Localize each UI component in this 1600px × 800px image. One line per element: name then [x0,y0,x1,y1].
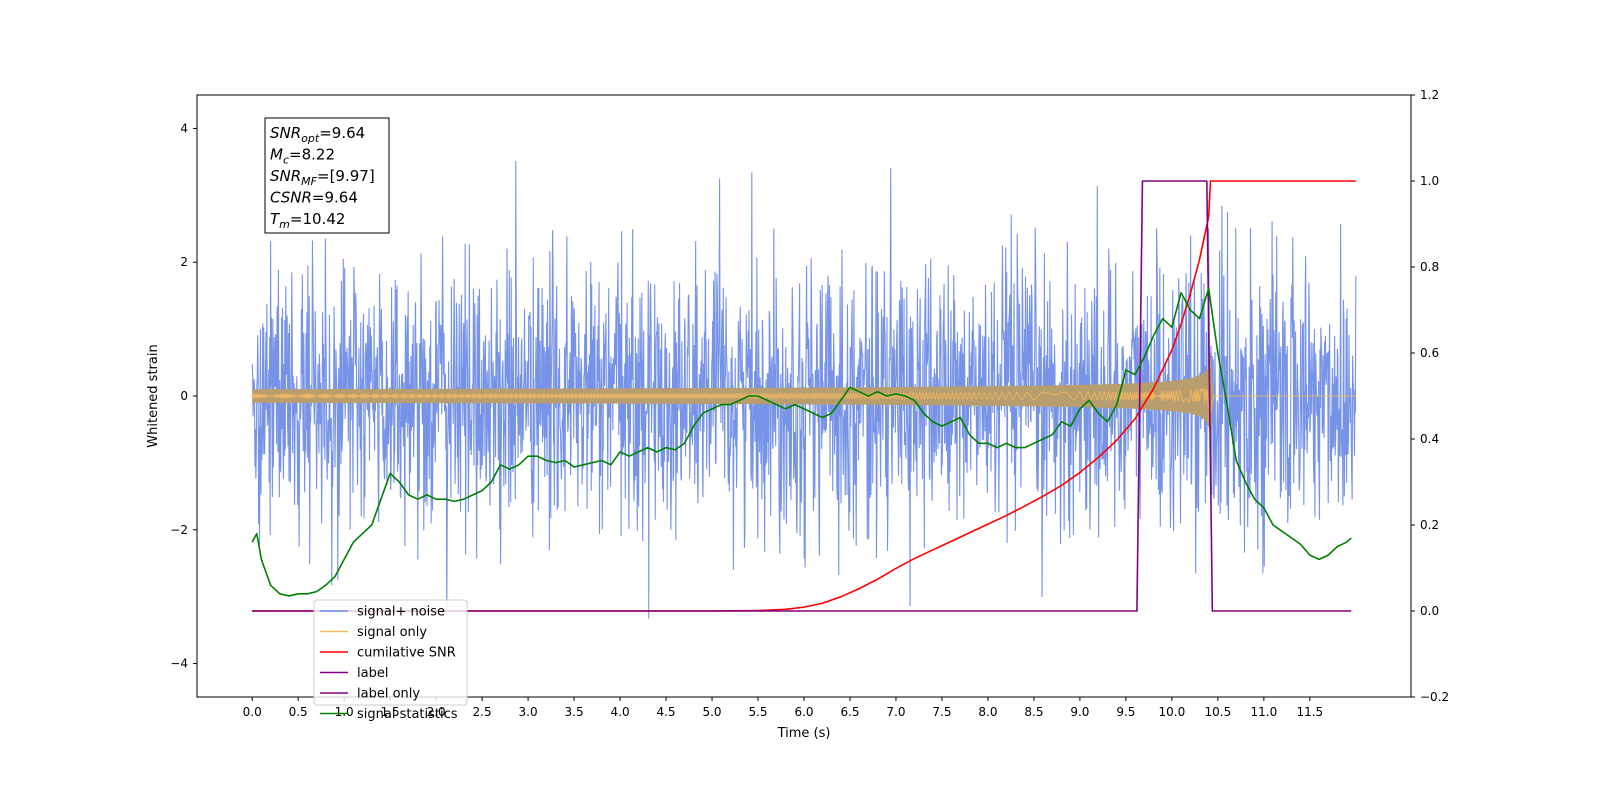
y-axis-label: Whitened strain [146,344,161,447]
x-tick-label: 1.0 [335,705,354,719]
y2-tick-label: −0.2 [1420,690,1449,704]
x-tick-label: 0.5 [289,705,308,719]
series-label [252,180,1352,612]
legend: signal+ noise signal only cumilative SNR la… [313,599,468,722]
y-tick-label: 0 [180,389,188,403]
annotation-line: Mc=8.22 [270,146,335,167]
x-tick-label: 9.0 [1070,705,1089,719]
x-tick-label: 6.5 [840,705,859,719]
y-tick-label: −4 [170,657,188,671]
x-tick-label: 6.0 [794,705,813,719]
legend-item: label only [320,687,420,702]
y2-tick-label: 0.4 [1420,432,1439,446]
series-cumilative-snr [252,180,1356,612]
y2-tick-label: 0.8 [1420,260,1439,274]
x-tick-label: 11.5 [1296,705,1323,719]
x-axis: 0.0 0.5 1.0 1.5 2.0 2.5 3.0 3.5 4.0 4.5 5.0 5.5 6.0 6… [243,697,1323,719]
x-tick-label: 10.5 [1205,705,1232,719]
series-signal-only [251,387,1356,413]
legend-item: signal+ noise [320,605,445,620]
series-signal-statistics [251,287,1352,597]
y-axis-left: −4 −2 0 2 4 [170,121,197,671]
annotation-line: CSNR=9.64 [270,189,358,207]
plot-series [251,160,1357,619]
x-tick-label: 7.0 [886,705,905,719]
x-tick-label: 0.0 [243,705,262,719]
x-tick-label: 2.5 [473,705,492,719]
y-axis-right: −0.2 0.0 0.2 0.4 0.6 0.8 1.0 1.2 [1411,88,1449,704]
y-tick-label: 4 [180,121,188,135]
legend-item: signal statistics [320,707,458,722]
legend-item: cumilative SNR [320,646,456,661]
legend-item: label [320,666,388,681]
x-tick-label: 4.5 [656,705,675,719]
legend-label: signal statistics [357,707,458,722]
x-tick-label: 8.0 [978,705,997,719]
x-tick-label: 3.5 [565,705,584,719]
x-tick-label: 1.5 [381,705,400,719]
x-tick-label: 11.0 [1250,705,1277,719]
legend-frame [313,599,468,706]
legend-label: signal+ noise [357,605,445,620]
x-tick-label: 5.0 [702,705,721,719]
x-tick-label: 9.5 [1116,705,1135,719]
y2-tick-label: 1.0 [1420,174,1439,188]
y2-tick-label: 0.6 [1420,346,1439,360]
legend-label: label [357,666,388,681]
x-axis-label: Time (s) [777,726,831,741]
legend-item: signal only [320,625,427,640]
y-tick-label: 2 [180,255,188,269]
legend-label: label only [357,687,420,702]
x-tick-label: 8.5 [1024,705,1043,719]
annotation-line: Tm=10.42 [270,210,345,231]
x-tick-label: 10.0 [1159,705,1186,719]
annotation-line: SNRMF=[9.97] [270,167,375,188]
legend-label: signal only [357,625,427,640]
y2-tick-label: 0.0 [1420,604,1439,618]
y2-tick-label: 1.2 [1420,88,1439,102]
x-tick-label: 5.5 [748,705,767,719]
x-tick-label: 7.5 [932,705,951,719]
annotation-frame [264,117,390,234]
y2-tick-label: 0.2 [1420,518,1439,532]
legend-label: cumilative SNR [357,646,456,661]
x-tick-label: 4.0 [611,705,630,719]
annotation-line: SNRopt=9.64 [270,124,365,145]
series-signal-noise [251,160,1357,619]
x-tick-label: 3.0 [519,705,538,719]
y-tick-label: −2 [170,523,188,537]
x-tick-label: 2.0 [427,705,446,719]
